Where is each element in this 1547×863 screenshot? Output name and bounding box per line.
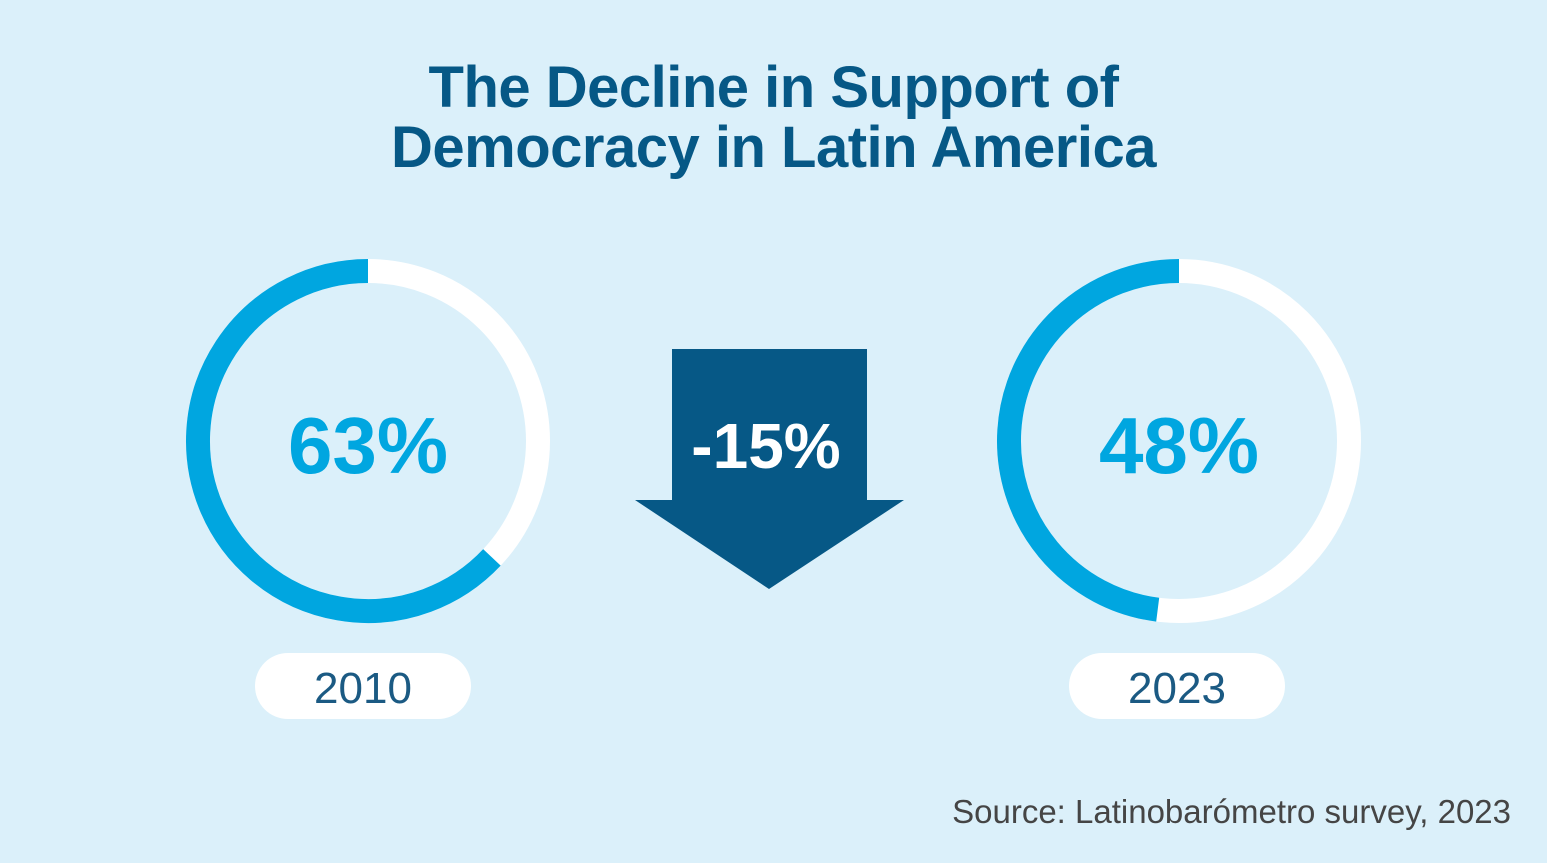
year-label-2010: 2010 [314, 664, 412, 713]
change-value: -15% [691, 410, 840, 482]
year-pill-bg-2023 [1069, 653, 1285, 719]
donut-value-2023: 48% [1099, 401, 1259, 490]
donut-value-2010: 63% [288, 401, 448, 490]
decline-arrow: -15% [635, 349, 904, 589]
title-line-2: Democracy in Latin America [391, 115, 1156, 180]
year-pill-2010: 2010 [255, 653, 471, 719]
donut-2010: 63% [186, 259, 550, 623]
source-note: Source: Latinobarómetro survey, 2023 [952, 793, 1511, 830]
donut-arc-2023 [996, 259, 1180, 622]
year-pill-2023: 2023 [1069, 653, 1285, 719]
year-label-2023: 2023 [1128, 664, 1226, 713]
down-arrow-icon [635, 349, 904, 589]
donut-arc-2010 [186, 259, 501, 623]
donut-2023: 48% [996, 259, 1361, 623]
chart-title: The Decline in Support of Democracy in L… [0, 58, 1547, 178]
title-line-1: The Decline in Support of [428, 55, 1119, 120]
year-pill-bg-2010 [255, 653, 471, 719]
